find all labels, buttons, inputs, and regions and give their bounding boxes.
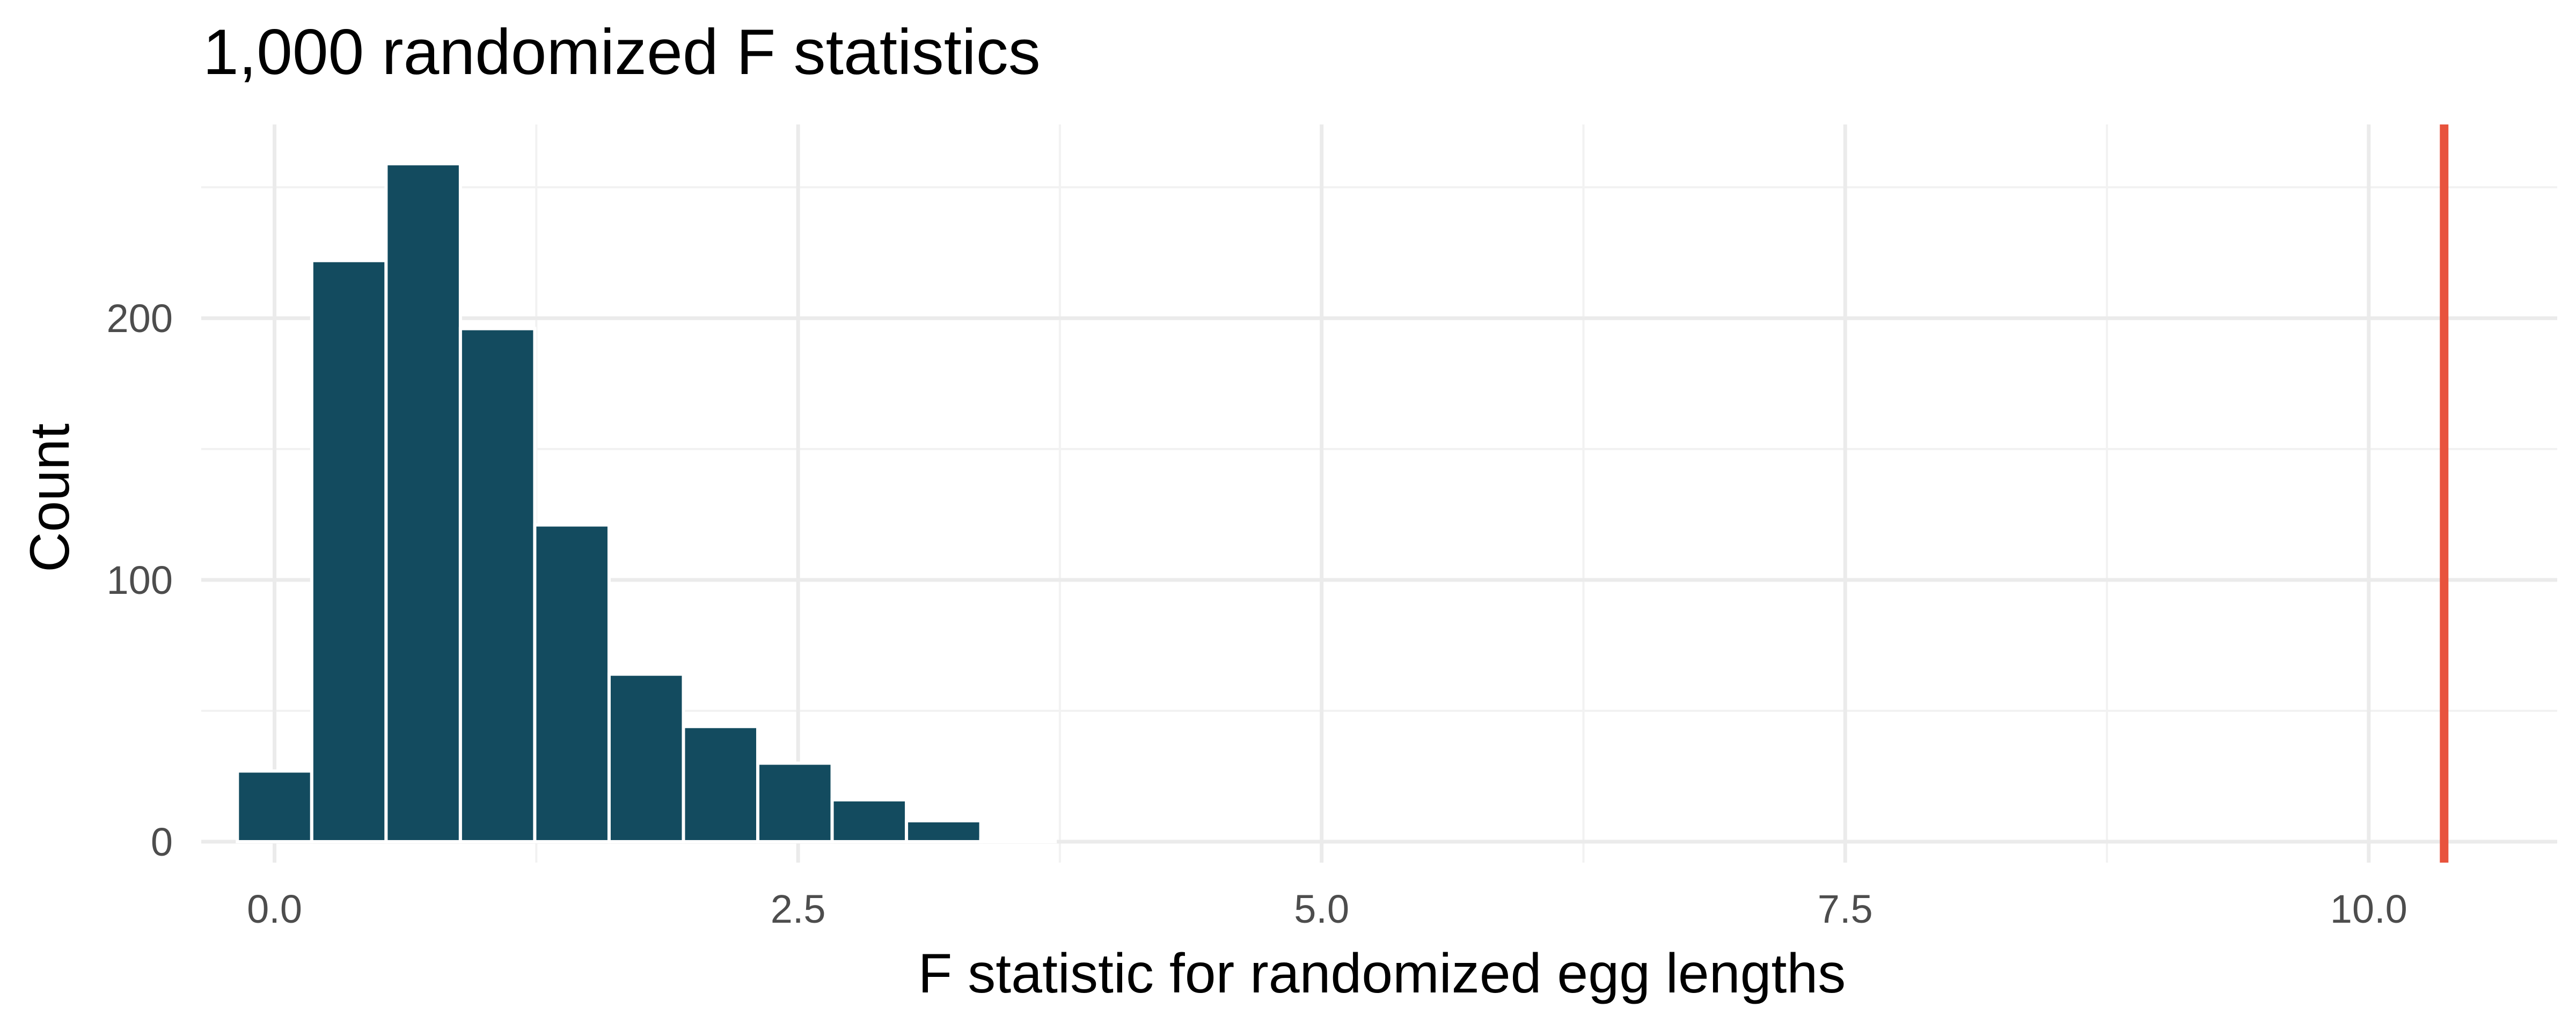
- histogram-bar: [384, 162, 462, 843]
- x-axis-title: F statistic for randomized egg lengths: [918, 943, 1846, 1005]
- histogram-bar: [533, 523, 611, 843]
- histogram-bars: [236, 162, 1057, 843]
- chart-title: 1,000 randomized F statistics: [203, 16, 1041, 88]
- x-axis-ticks: 0.0 2.5 5.0 7.5 10.0: [247, 887, 2407, 931]
- histogram-bar: [830, 798, 909, 843]
- histogram-bar: [682, 725, 760, 843]
- y-tick-label: 100: [107, 558, 173, 602]
- x-tick-label: 7.5: [1818, 887, 1873, 931]
- histogram-bar: [979, 837, 1057, 843]
- x-tick-label: 10.0: [2330, 887, 2407, 931]
- y-axis-ticks: 0 100 200: [107, 296, 173, 864]
- x-tick-label: 0.0: [247, 887, 302, 931]
- x-tick-label: 5.0: [1294, 887, 1349, 931]
- grid-lines: [201, 124, 2557, 863]
- y-axis-title: Count: [19, 423, 81, 572]
- histogram-bar: [756, 761, 834, 843]
- histogram-bar: [905, 819, 983, 843]
- histogram-bar: [607, 672, 685, 843]
- y-tick-label: 0: [151, 820, 173, 864]
- histogram-bar: [310, 259, 388, 843]
- histogram-bar: [236, 769, 313, 843]
- x-tick-label: 2.5: [771, 887, 826, 931]
- y-tick-label: 200: [107, 296, 173, 341]
- histogram-bar: [458, 327, 537, 843]
